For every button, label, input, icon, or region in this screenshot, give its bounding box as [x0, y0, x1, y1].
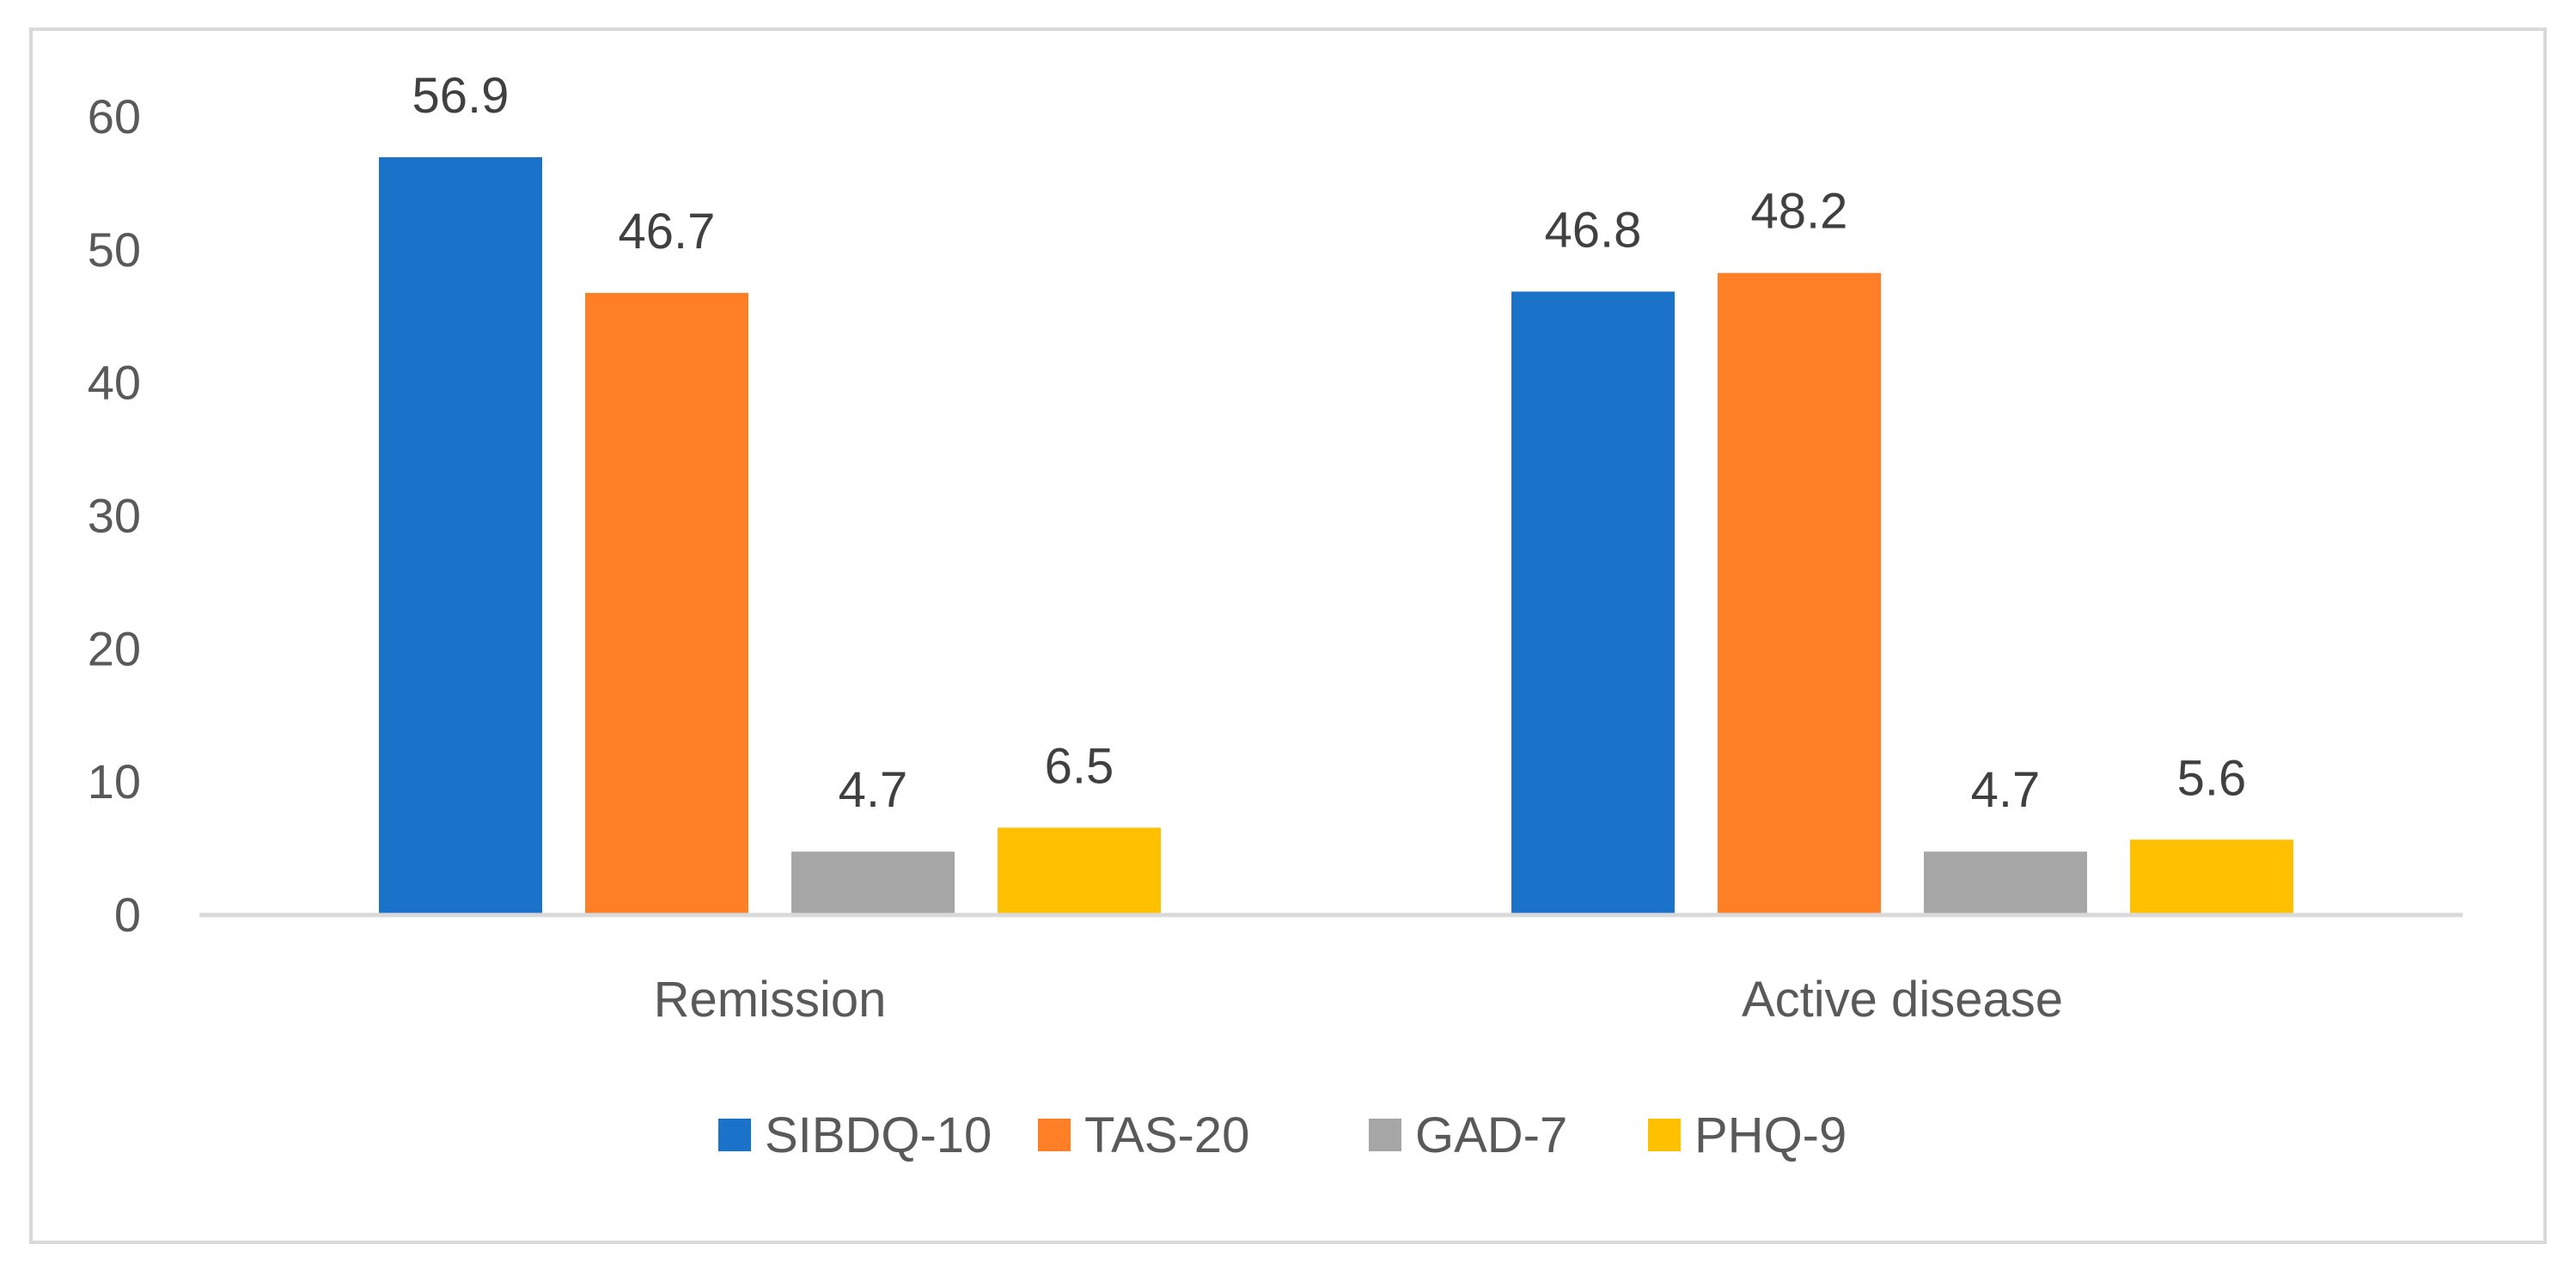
legend-label: SIBDQ-10 [765, 1107, 992, 1163]
legend: SIBDQ-10 TAS-20 GAD-7 PHQ-9 [718, 1107, 1847, 1163]
data-label: 4.7 [839, 762, 908, 818]
data-label: 4.7 [1971, 762, 2041, 818]
legend-swatch [718, 1119, 751, 1151]
data-labels: 56.9 46.8 46.7 48.2 4.7 4.7 6.5 5.6 [412, 68, 2247, 818]
bar-sibdq-10-remission [379, 156, 542, 914]
legend-label: GAD-7 [1415, 1107, 1567, 1163]
data-label: 56.9 [412, 68, 510, 124]
y-tick-label: 40 [88, 356, 141, 410]
legend-swatch [1648, 1119, 1681, 1151]
bar-tas-20-remission [585, 292, 748, 914]
legend-swatch [1038, 1119, 1071, 1151]
y-tick-label: 0 [114, 888, 141, 942]
plot-area [379, 156, 2293, 914]
y-axis: 0 10 20 30 40 50 60 [88, 89, 141, 942]
data-label: 48.2 [1751, 184, 1848, 240]
bar-sibdq-10-active-disease [1511, 291, 1675, 914]
bar-tas-20-active-disease [1718, 272, 1881, 914]
y-tick-label: 60 [88, 89, 141, 143]
legend-item: SIBDQ-10 [718, 1107, 992, 1163]
y-tick-label: 10 [88, 754, 141, 808]
legend-item: GAD-7 [1369, 1107, 1567, 1163]
legend-item: TAS-20 [1038, 1107, 1249, 1163]
legend-swatch [1369, 1119, 1401, 1151]
legend-item: PHQ-9 [1648, 1107, 1847, 1163]
data-label: 46.8 [1545, 202, 1642, 258]
legend-label: TAS-20 [1084, 1107, 1249, 1163]
data-label: 5.6 [2177, 750, 2247, 806]
y-tick-label: 20 [88, 621, 141, 675]
y-tick-label: 50 [88, 223, 141, 277]
bar-gad-7-active-disease [1924, 851, 2087, 914]
legend-label: PHQ-9 [1694, 1107, 1847, 1163]
data-label: 6.5 [1045, 738, 1114, 794]
x-category-label: Active disease [1742, 972, 2063, 1028]
data-label: 46.7 [619, 204, 716, 259]
bar-phq-9-active-disease [2130, 839, 2293, 914]
bar-phq-9-remission [998, 827, 1161, 914]
y-tick-label: 30 [88, 489, 141, 543]
bar-gad-7-remission [791, 851, 955, 914]
x-category-label: Remission [654, 972, 887, 1028]
x-axis: Remission Active disease [654, 972, 2063, 1028]
